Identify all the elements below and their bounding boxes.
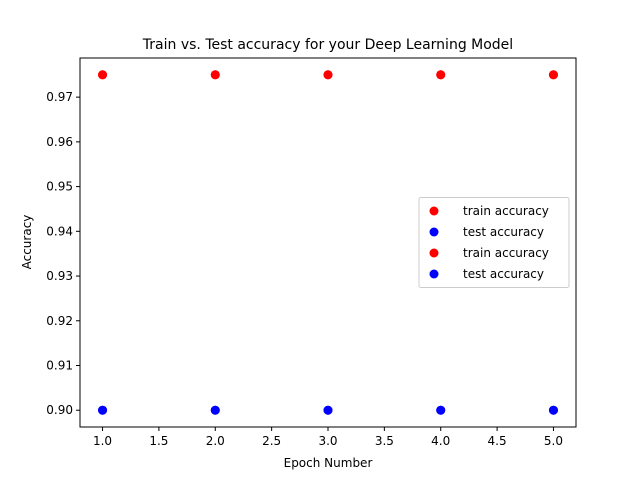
data-points	[98, 70, 558, 415]
y-tick-label: 0.95	[46, 180, 73, 194]
y-tick-label: 0.94	[46, 224, 73, 238]
chart-title: Train vs. Test accuracy for your Deep Le…	[142, 37, 513, 53]
legend-marker	[429, 227, 439, 237]
legend-entry-label: train accuracy	[463, 246, 549, 260]
y-tick-label: 0.93	[46, 269, 73, 283]
legend-marker	[429, 269, 439, 279]
x-axis-ticks: 1.0 1.5 2.0 2.5 3.0 3.5 4.0 4.5 5.0	[93, 427, 563, 448]
data-point	[436, 405, 446, 415]
data-point	[436, 70, 446, 80]
data-point	[323, 70, 333, 80]
y-tick-label: 0.90	[46, 403, 73, 417]
data-point	[323, 405, 333, 415]
x-tick-label: 1.0	[93, 434, 112, 448]
y-axis-label: Accuracy	[20, 215, 34, 270]
data-point	[210, 405, 220, 415]
legend-box	[418, 197, 570, 288]
legend: train accuracy test accuracy train accurac…	[418, 197, 570, 288]
legend-marker	[429, 248, 439, 258]
x-tick-label: 3.5	[375, 434, 394, 448]
x-tick-label: 4.5	[488, 434, 507, 448]
x-tick-label: 5.0	[544, 434, 563, 448]
y-tick-label: 0.96	[46, 135, 73, 149]
y-axis-ticks: 0.90 0.91 0.92 0.93 0.94 0.95 0.96 0.97	[46, 90, 80, 417]
x-tick-label: 3.0	[318, 434, 337, 448]
x-tick-label: 4.0	[431, 434, 450, 448]
y-tick-label: 0.91	[46, 359, 73, 373]
x-tick-label: 2.0	[206, 434, 225, 448]
data-point	[548, 70, 558, 80]
data-point	[210, 70, 220, 80]
data-point	[98, 405, 108, 415]
y-tick-label: 0.92	[46, 314, 73, 328]
legend-entry-label: train accuracy	[463, 204, 549, 218]
legend-entry-label: test accuracy	[463, 267, 544, 281]
x-tick-label: 2.5	[262, 434, 281, 448]
legend-entry-label: test accuracy	[463, 225, 544, 239]
data-point	[98, 70, 108, 80]
data-point	[548, 405, 558, 415]
x-tick-label: 1.5	[149, 434, 168, 448]
y-tick-label: 0.97	[46, 90, 73, 104]
legend-marker	[429, 206, 439, 216]
x-axis-label: Epoch Number	[284, 456, 373, 470]
